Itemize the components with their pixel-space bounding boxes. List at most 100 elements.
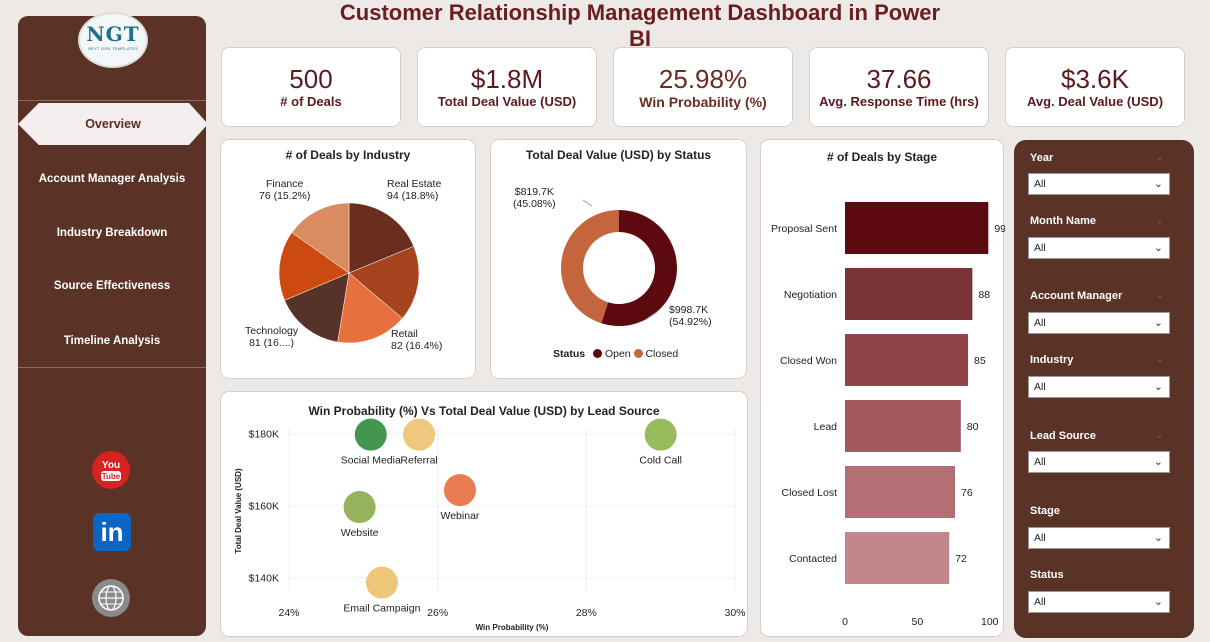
pie-label-finance-name: Finance: [266, 178, 304, 190]
x-tick-label: 50: [912, 616, 924, 628]
filter-select-account-manager[interactable]: All ⌄: [1028, 312, 1170, 334]
kpi-win-probability: 25.98% Win Probability (%): [613, 47, 793, 127]
nav-item-overview[interactable]: Overview: [18, 103, 208, 145]
x-tick-label: 28%: [576, 607, 597, 619]
point-label-cold-call: Cold Call: [639, 455, 682, 467]
donut-label-open: $998.7K (54.92%): [669, 304, 712, 328]
pie-slice-retail[interactable]: [337, 272, 403, 344]
category-label-closed-won: Closed Won: [780, 355, 837, 367]
chevron-down-icon: ⌄: [1153, 242, 1163, 254]
pie-slice-slice-4[interactable]: [284, 272, 350, 343]
filter-select-status[interactable]: All ⌄: [1028, 591, 1170, 613]
pie-slice-finance[interactable]: [291, 202, 350, 274]
legend-label-closed: Closed: [645, 348, 679, 360]
chevron-down-icon: ⌄: [1153, 596, 1163, 608]
status-donut-card: Total Deal Value (USD) by Status $819.7K…: [490, 139, 747, 379]
bar-closed-won[interactable]: [845, 334, 969, 386]
industry-pie-chart: [278, 202, 420, 344]
data-label-lead: 80: [967, 421, 979, 433]
kpi-deals: 500 # of Deals: [221, 47, 401, 127]
svg-text:Tube: Tube: [102, 472, 121, 481]
logo: NGT NEXT GEN TEMPLATES: [78, 12, 148, 68]
bar-proposal-sent[interactable]: [845, 202, 989, 254]
kpi-value: $3.6K: [1061, 64, 1129, 94]
kpi-label: Total Deal Value (USD): [437, 94, 577, 109]
linkedin-icon[interactable]: in: [93, 513, 131, 551]
status-donut-chart: [561, 199, 678, 326]
chevron-down-icon: ⌄: [1153, 381, 1163, 393]
kpi-value: 500: [289, 64, 333, 94]
filter-select-month-name[interactable]: All ⌄: [1028, 237, 1170, 259]
chart-title: # of Deals by Industry: [285, 148, 411, 162]
bar-negotiation[interactable]: [845, 268, 973, 320]
legend-title: Status: [553, 348, 586, 360]
pie-slice-technology[interactable]: [278, 232, 350, 301]
nav-item-industry-breakdown[interactable]: Industry Breakdown: [56, 227, 168, 239]
donut-slice-open[interactable]: [601, 210, 678, 326]
chart-title: Win Probability (%) Vs Total Deal Value …: [308, 404, 660, 418]
point-social-media[interactable]: [354, 418, 387, 451]
chevron-down-icon: ⌄: [1153, 178, 1163, 190]
pie-slice-slice-2[interactable]: [348, 246, 420, 319]
filter-select-stage[interactable]: All ⌄: [1028, 527, 1170, 549]
filter-label-lead-source: Lead Source: [1030, 430, 1097, 442]
donut-label-closed: $819.7K (45.08%): [513, 186, 556, 210]
kpi-value: 25.98%: [658, 64, 748, 94]
pie-label-real-estate-value: 94 (18.8%): [387, 190, 439, 202]
filter-select-industry[interactable]: All ⌄: [1028, 376, 1170, 398]
filter-value-status: All: [1034, 596, 1046, 608]
kpi-avg-deal-value: $3.6K Avg. Deal Value (USD): [1005, 47, 1185, 127]
chevron-down-icon: ⌄: [1153, 532, 1163, 544]
nav-item-timeline-analysis[interactable]: Timeline Analysis: [63, 335, 161, 347]
legend-label-open: Open: [604, 348, 631, 360]
donut-legend: Status Open Closed: [553, 348, 693, 360]
svg-text:You: You: [102, 460, 120, 471]
category-label-lead: Lead: [814, 421, 838, 433]
kpi-label: Win Probability (%): [639, 94, 767, 110]
x-axis-label: Win Probability (%): [476, 623, 549, 632]
filter-label-year: Year: [1030, 152, 1054, 164]
point-label-webinar: Webinar: [441, 510, 480, 522]
donut-label-closed-value: $819.7K: [514, 186, 554, 198]
chevron-down-icon[interactable]: ⌄: [1156, 430, 1164, 440]
pie-label-technology-value: 81 (16....): [249, 337, 295, 349]
pie-label-technology-name: Technology: [245, 325, 299, 337]
filter-select-lead-source[interactable]: All ⌄: [1028, 451, 1170, 473]
chevron-down-icon[interactable]: ⌄: [1156, 152, 1164, 162]
donut-slice-closed[interactable]: [561, 210, 619, 324]
filter-select-year[interactable]: All ⌄: [1028, 173, 1170, 195]
nav-item-source-effectiveness[interactable]: Source Effectiveness: [53, 280, 171, 292]
donut-label-closed-pct: (45.08%): [513, 198, 556, 210]
chevron-down-icon[interactable]: ⌄: [1156, 354, 1164, 364]
point-label-referral: Referral: [400, 455, 437, 467]
point-email-campaign[interactable]: [365, 566, 398, 599]
stage-bar-card: # of Deals by Stage Proposal Sent 99 Negot…: [760, 139, 1005, 637]
x-tick-label: 0: [842, 616, 848, 628]
globe-icon: [98, 585, 124, 611]
point-cold-call[interactable]: [644, 418, 677, 451]
bar-contacted[interactable]: [845, 532, 950, 584]
x-tick-label: 100: [981, 616, 999, 628]
industry-pie-card: # of Deals by Industry Finance 76 (15.2%…: [220, 139, 476, 379]
nav-item-account-manager-analysis[interactable]: Account Manager Analysis: [38, 173, 186, 185]
chevron-down-icon[interactable]: ⌄: [1156, 215, 1164, 225]
point-website[interactable]: [343, 491, 376, 524]
website-icon[interactable]: [92, 579, 130, 617]
pie-label-retail-value: 82 (16.4%): [391, 340, 443, 352]
data-label-closed-lost: 76: [961, 487, 973, 499]
point-referral[interactable]: [403, 418, 436, 451]
filter-label-account-manager: Account Manager: [1030, 290, 1123, 302]
bar-lead[interactable]: [845, 400, 961, 452]
x-tick-label: 24%: [278, 607, 299, 619]
youtube-icon[interactable]: You Tube: [92, 451, 130, 489]
kpi-value: $1.8M: [470, 64, 544, 94]
data-label-closed-won: 85: [974, 355, 986, 367]
category-label-negotiation: Negotiation: [784, 289, 837, 301]
point-webinar[interactable]: [443, 474, 476, 507]
y-axis-label: Total Deal Value (USD): [234, 468, 243, 554]
pie-label-real-estate: Real Estate 94 (18.8%): [387, 178, 441, 202]
bar-closed-lost[interactable]: [845, 466, 956, 518]
chevron-down-icon[interactable]: ⌄: [1156, 290, 1164, 300]
pie-slice-real-estate[interactable]: [348, 202, 415, 274]
